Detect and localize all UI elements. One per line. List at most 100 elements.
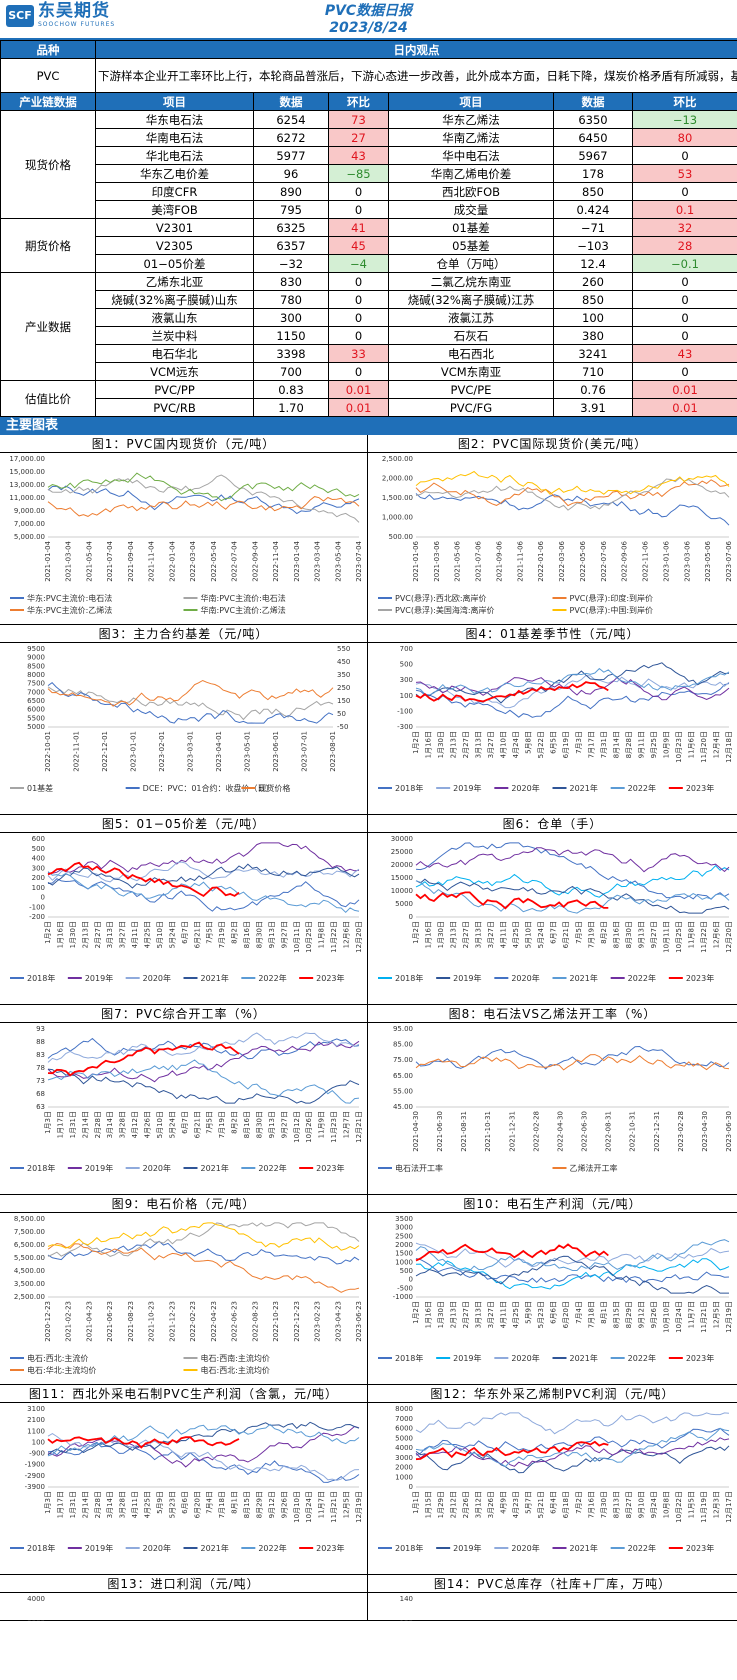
y-tick-label: 5000 [395,1434,413,1442]
y-tick-label: 2000 [395,1241,413,1249]
x-tick-label: 11月9日 [318,1111,326,1138]
series-line [47,1059,360,1104]
x-tick-label: 2023-04-01 [215,731,223,772]
chart-panel: 图14：PVC总库存（社库+厂库，万吨） 140 120 [368,1575,737,1621]
x-tick-label: 2023-02-23 [314,1301,322,1342]
x-tick-label: 9月13日 [268,1111,276,1138]
x-tick-label: 4月23日 [512,1491,520,1518]
y-tick-label: 83 [36,1051,45,1059]
y-tick-label: 6000 [395,1425,413,1433]
y-tick-label: 75.00 [393,1056,413,1064]
legend-label: 2021年 [570,783,598,793]
y-tick-label: 500 [400,1267,413,1275]
legend-label: 2019年 [453,973,481,983]
x-tick-label: 1月2日 [44,921,52,944]
item-change: 43 [632,344,737,363]
x-tick-label: 8月1日 [231,1491,239,1514]
chart-svg: 8,500.00 7,500.00 6,500.00 5,500.00 4,500.00… [10,1215,363,1375]
chart-grid: 图1：PVC国内现货价（元/吨） 17,000.00 15,000.00 13,000… [0,435,737,1621]
x-tick-label: 10月23日 [675,731,683,763]
item-name: 华东乙电价差 [95,164,254,183]
table-row: 产业数据 乙烯东北亚 830 0 二氯乙烷东南亚 260 0 [0,272,737,381]
legend-label: 华东:PVC主流价:电石法 [27,593,112,603]
x-tick-label: 12月6日 [712,921,720,948]
item-change: 0.01 [632,380,737,399]
header-change-2: 环比 [632,92,737,111]
item-change: 0 [328,308,389,327]
x-tick-label: 2023-05-04 [334,540,342,581]
x-tick-label: 5月24日 [168,921,176,948]
x-tick-label: 7月19日 [587,921,595,948]
chart-title: 图1：PVC国内现货价（元/吨） [0,435,367,453]
y-tick-label: 30000 [391,835,413,843]
x-tick-label: 10月24日 [305,1491,313,1523]
y-tick-label: 15,000.00 [9,468,45,476]
x-tick-label: 11月21日 [700,1301,708,1333]
x-tick-label: 11月7日 [318,1491,326,1518]
item-value: 1150 [253,326,329,345]
x-tick-label: 12月4日 [712,731,720,758]
header-category: 产业链数据 [0,92,96,111]
x-tick-label: 10月24日 [675,1301,683,1333]
x-tick-label: 2021-04-23 [85,1301,93,1342]
x-tick-label: 9月27日 [280,921,288,948]
series-line [47,1041,240,1077]
table-row: 印度CFR 890 0 西北欧FOB 850 0 [1,182,737,201]
x-tick-label: 2021-03-06 [433,540,441,581]
x-tick-label: 2022-07-06 [600,540,608,581]
item-value: 3398 [253,344,329,363]
legend-label: 2020年 [511,1353,539,1363]
x-tick-label: 7月5日 [575,921,583,944]
series-line [415,1243,609,1262]
y-tick-label: -3900 [25,1483,45,1491]
chart-panel: 图12：华东外采乙烯制PVC利润（元/吨） 8000 7000 6000 5000 400… [368,1385,737,1575]
x-tick-label: 3月13日 [475,731,483,758]
y-tick-label: 200 [32,874,45,882]
item-change: 0 [328,290,389,309]
y-tick-label: 500 [400,661,413,669]
legend-label: 2023年 [316,1543,344,1553]
table-row: 兰炭中料 1150 0 石灰石 380 0 [1,326,737,345]
item-name: 电石华北 [95,344,254,363]
logo-name-en: SOOCHOW FUTURES [38,21,116,28]
x-tick-label: 2月27日 [462,731,470,758]
chart-panel: 图13：进口利润（元/吨） 4000 3000 [0,1575,368,1621]
y-tick-label: 68 [36,1090,45,1098]
x-tick-label: 7月16日 [587,1491,595,1518]
x-tick-label: 2023-01-01 [130,731,138,772]
chart-panel: 图1：PVC国内现货价（元/吨） 17,000.00 15,000.00 13,000… [0,435,368,625]
chart-panel: 图2：PVC国际现货价(美元/吨） 2,500.00 2,000.00 1,500.0… [368,435,737,625]
variety-name: PVC [0,58,96,93]
y-tick-label: -200 [29,913,45,921]
item-name: PVC/RB [95,398,254,417]
y-tick-label: 3000 [395,1224,413,1232]
item-change: 33 [328,344,389,363]
x-tick-label: 12月3日 [712,1491,720,1518]
y2-tick-label: 350 [337,671,350,679]
x-tick-label: 2023-08-01 [329,731,337,772]
y-tick-label: 300 [400,676,413,684]
legend-label: 2023年 [686,783,714,793]
y-tick-label: -900 [29,1450,45,1458]
series-line [47,686,334,721]
series-line [415,1440,609,1461]
x-tick-label: 7月30日 [600,1491,608,1518]
x-tick-label: 2022-12-01 [101,731,109,772]
legend-label: 2018年 [395,973,423,983]
series-line [47,1037,360,1060]
x-tick-label: 5月21日 [537,1491,545,1518]
series-line [47,861,360,883]
x-tick-label: 1月2日 [412,1301,420,1324]
legend-label: 2020年 [143,1163,171,1173]
x-tick-label: 12月7日 [343,1111,351,1138]
header-item-2: 项目 [388,92,554,111]
series-line [47,474,360,523]
group-label: 现货价格 [0,110,96,219]
x-tick-label: 3月28日 [119,1111,127,1138]
x-tick-label: 5月10日 [156,1111,164,1138]
series-line [415,470,730,495]
x-tick-label: 2023-07-06 [725,540,733,581]
legend-label: 2023年 [316,1163,344,1173]
y-tick-label: 15000 [391,874,413,882]
